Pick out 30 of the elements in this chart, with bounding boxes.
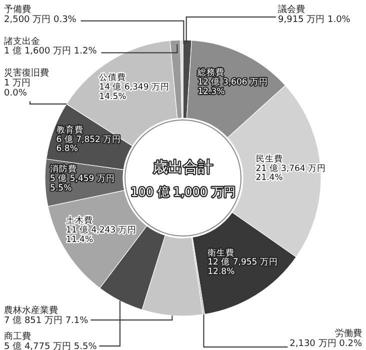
category-label: 災害復旧費: [4, 68, 49, 79]
data-label: 21 億 3,764 万円 21.4%: [256, 162, 326, 184]
slice-label: 農林水産業費: [4, 305, 58, 316]
slice-label: 議会費: [278, 4, 305, 15]
data-label: 14 億 6,349 万円 14.5%: [99, 82, 170, 102]
data-label: 7 億 851 万円 7.1%: [4, 314, 89, 326]
text: 歳出合計: [153, 158, 213, 176]
slice-label: 予備費: [4, 4, 31, 15]
slice-label: 教育費: [56, 124, 84, 136]
data-label: 12 億 7,955 万円 12.8%: [208, 256, 278, 278]
slice-label: 公債費: [99, 72, 126, 84]
data-label: 1 億 1,600 万円 1.2%: [4, 46, 98, 57]
data-label: 12 億 3,606 万円 12.3%: [198, 76, 268, 97]
data-label: 9,915 万円 1.0%: [278, 14, 351, 25]
slice-label: 民生費: [256, 154, 283, 165]
slice-label: 総務費: [196, 67, 225, 78]
data-label: 2,500 万円 0.3%: [4, 14, 77, 25]
slice-label: 諸支出金: [4, 36, 40, 47]
slice-label: 衛生費: [208, 247, 235, 258]
slice-label: 消防費: [50, 164, 78, 175]
slice-label: 商工費: [4, 331, 31, 342]
slice-label: 土木費: [66, 215, 94, 226]
data-label: 5 億 5,459 万円 5.5%: [50, 172, 115, 194]
data-label: 11 億 4,243 万円 11.4%: [66, 224, 136, 245]
text: 100 億 1,000 万円: [130, 185, 236, 199]
slice-label: 労働費: [335, 328, 362, 339]
data-label: 6 億 7,852 万円 6.8%: [56, 134, 122, 154]
data-label: 2,130 万円 0.2%: [290, 338, 362, 349]
text: 1 万円 0.0%: [4, 78, 31, 98]
data-label: 5 億 4,775 万円 5.5%: [4, 340, 98, 350]
